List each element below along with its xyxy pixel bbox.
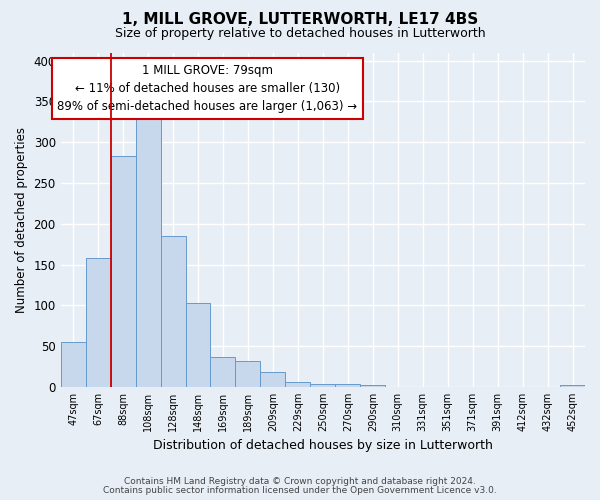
Y-axis label: Number of detached properties: Number of detached properties (15, 126, 28, 312)
Bar (161, 236, 185, 387)
Bar (235, 361, 260, 387)
Bar (560, 386, 585, 387)
Bar (211, 357, 235, 387)
Bar (310, 384, 335, 387)
Bar (61, 342, 86, 387)
X-axis label: Distribution of detached houses by size in Lutterworth: Distribution of detached houses by size … (153, 440, 493, 452)
Text: 1 MILL GROVE: 79sqm
← 11% of detached houses are smaller (130)
89% of semi-detac: 1 MILL GROVE: 79sqm ← 11% of detached ho… (58, 64, 358, 113)
Text: Contains HM Land Registry data © Crown copyright and database right 2024.: Contains HM Land Registry data © Crown c… (124, 477, 476, 486)
Text: Size of property relative to detached houses in Lutterworth: Size of property relative to detached ho… (115, 28, 485, 40)
Bar (136, 120, 161, 387)
Text: Contains public sector information licensed under the Open Government Licence v3: Contains public sector information licen… (103, 486, 497, 495)
Bar (335, 384, 360, 387)
Bar (260, 372, 286, 387)
Text: 1, MILL GROVE, LUTTERWORTH, LE17 4BS: 1, MILL GROVE, LUTTERWORTH, LE17 4BS (122, 12, 478, 28)
Bar (110, 156, 136, 387)
Bar (360, 386, 385, 387)
Bar (286, 382, 310, 387)
Bar (86, 258, 110, 387)
Bar (185, 303, 211, 387)
